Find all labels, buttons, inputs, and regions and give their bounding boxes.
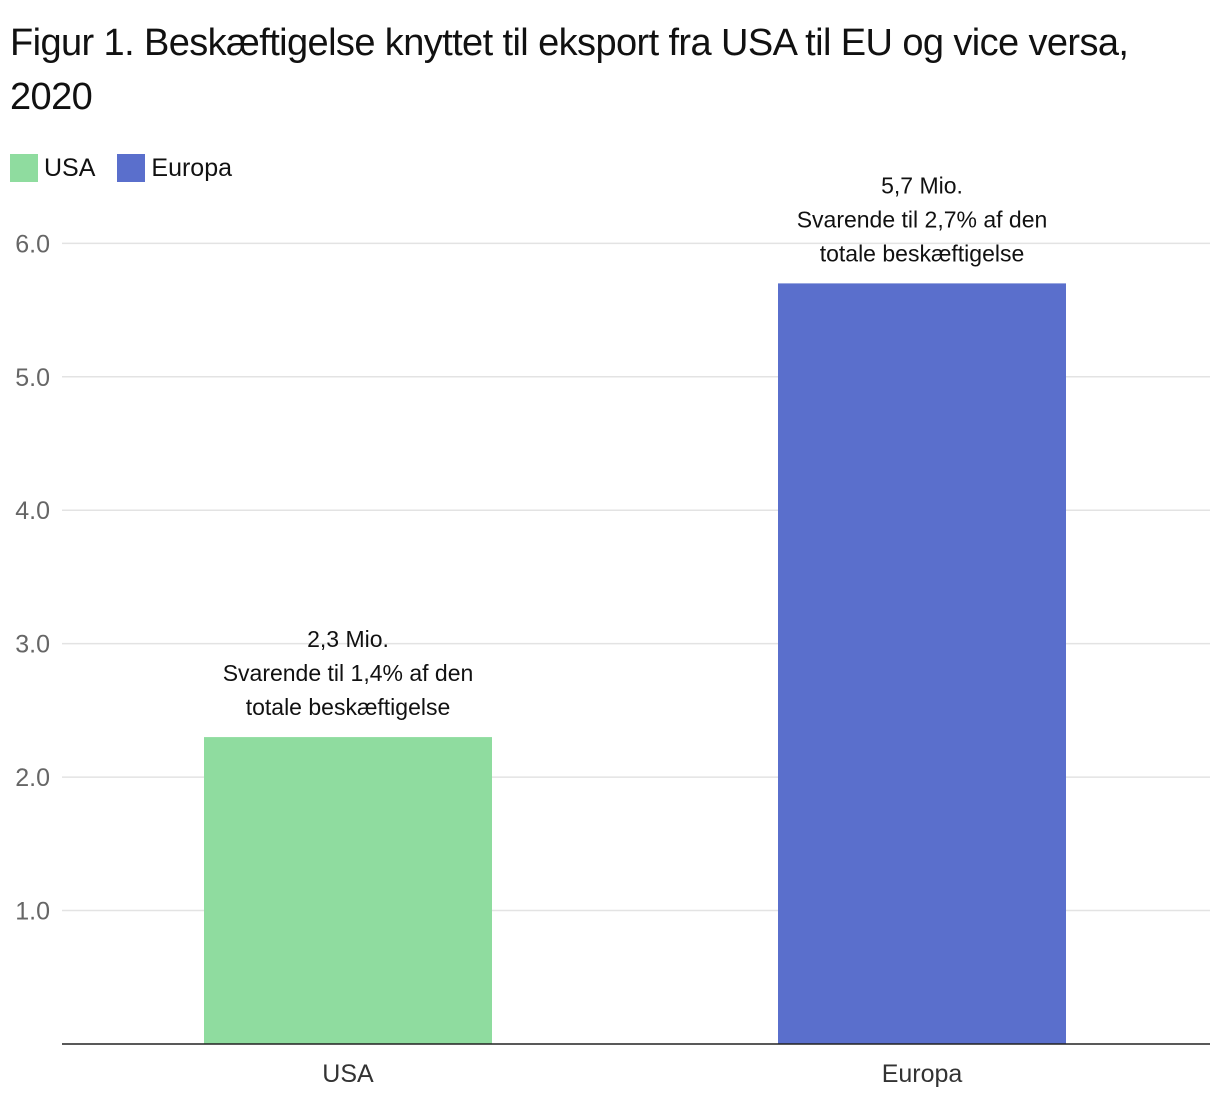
x-tick-label: Europa [882,1060,963,1088]
legend-swatch-europa [117,154,146,182]
bar-europa [778,283,1066,1045]
data-label: Svarende til 2,7% af den [797,206,1048,232]
y-tick-label: 3.0 [15,631,50,659]
x-tick-label: USA [322,1060,374,1088]
y-tick-label: 6.0 [15,230,50,258]
legend-label-usa: USA [44,153,96,182]
y-tick-label: 1.0 [15,898,50,926]
y-tick-label: 2.0 [15,764,50,792]
chart-title: Figur 1. Beskæftigelse knyttet til ekspo… [10,22,1129,118]
data-label: totale beskæftigelse [246,694,451,720]
y-tick-label: 5.0 [15,364,50,392]
bar-usa [204,737,492,1044]
legend: USA Europa [10,152,254,184]
data-label: 5,7 Mio. [881,172,963,198]
data-label: Svarende til 1,4% af den [223,660,474,686]
data-label: totale beskæftigelse [820,240,1025,266]
legend-swatch-usa [10,154,38,182]
legend-label-europa: Europa [151,153,233,182]
legend-item-europa: Europa [117,154,232,183]
legend-item-usa: USA [10,154,95,183]
y-tick-label: 4.0 [15,497,50,525]
data-label: 2,3 Mio. [307,626,389,652]
